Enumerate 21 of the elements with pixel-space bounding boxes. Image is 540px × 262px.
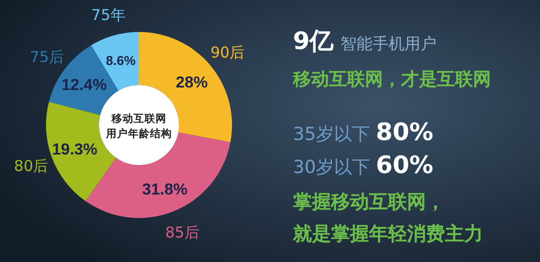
slice-label: 90后 [210, 44, 245, 62]
text: 60% [376, 151, 434, 179]
slice-label: 85后 [165, 224, 200, 242]
text: 用户年龄结构 [105, 127, 172, 140]
text: 9亿 [293, 27, 335, 55]
data-label: 8.6% [106, 52, 136, 68]
slice-label: 75年 [91, 6, 126, 24]
text: 30岁以下 [293, 157, 370, 178]
slice-label: 80后 [14, 156, 48, 175]
data-label: 28% [176, 74, 208, 92]
data-label: 19.3% [52, 142, 98, 159]
text: 智能手机用户 [340, 34, 437, 53]
data-label: 31.8% [142, 181, 188, 198]
text: 移动互联网 [110, 112, 166, 125]
text: 就是掌握年轻消费主力 [292, 223, 483, 245]
text: 35岁以下 [293, 124, 370, 145]
slice-label: 75后 [30, 48, 64, 66]
text: 移动互联网，才是互联网 [292, 69, 491, 90]
text: 掌握移动互联网， [293, 191, 445, 213]
text: 80% [376, 118, 434, 146]
data-label: 12.4% [61, 76, 107, 94]
